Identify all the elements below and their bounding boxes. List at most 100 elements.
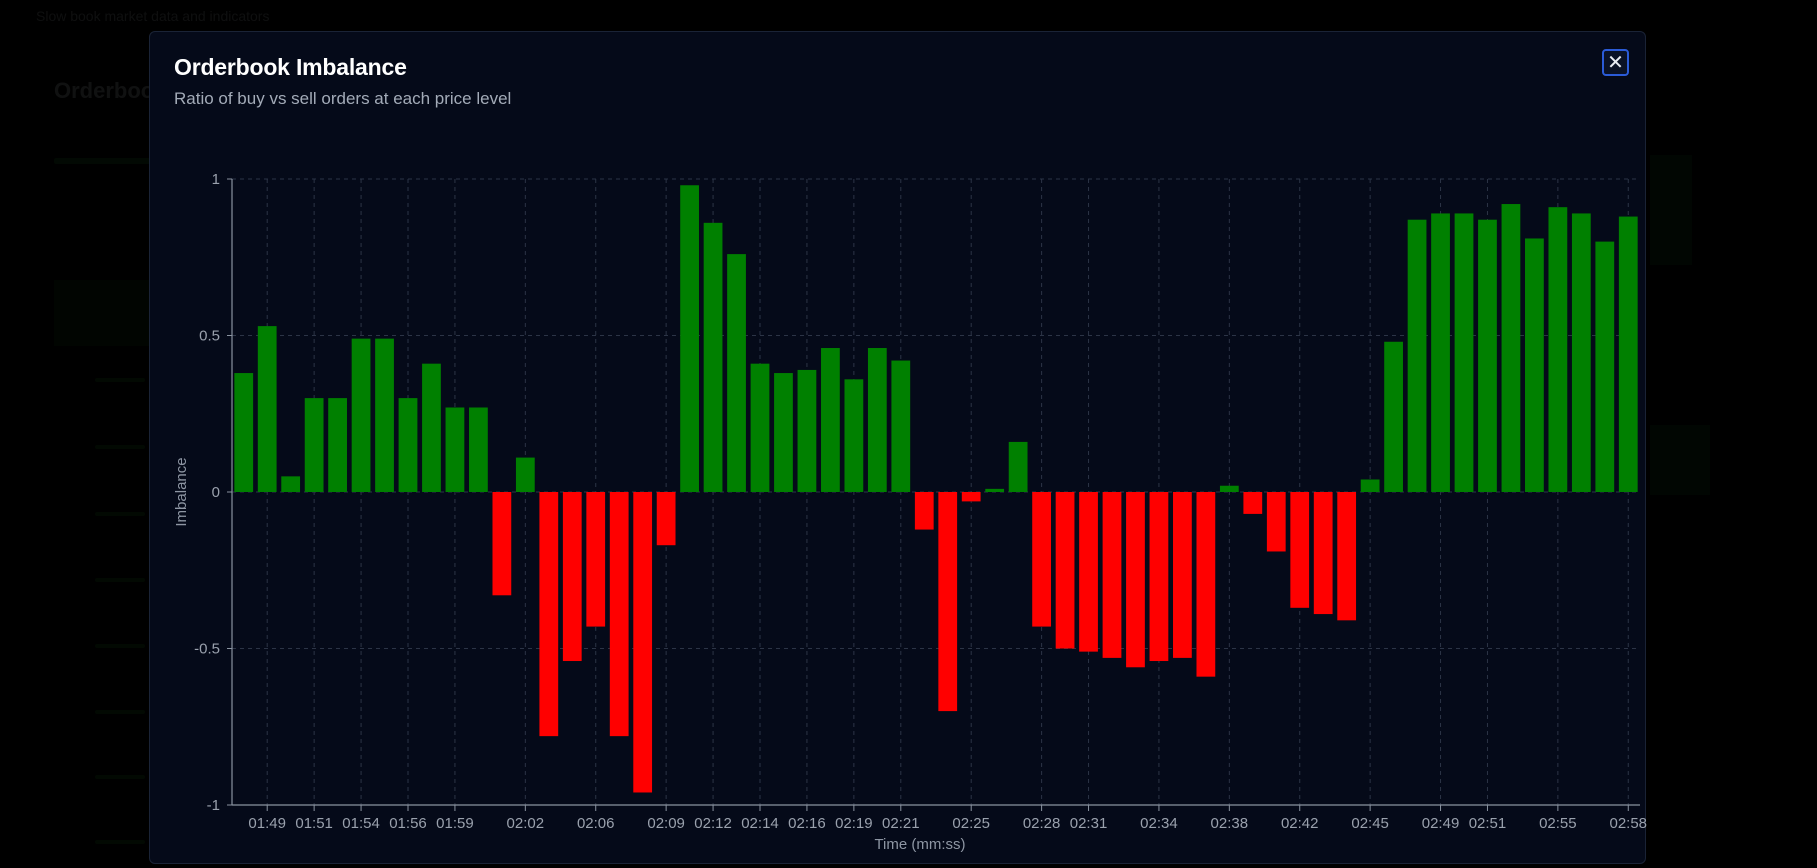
bar-negative [1032,492,1051,627]
bar-negative [656,492,676,546]
x-tick-label: 02:58 [1609,815,1647,832]
orderbook-imbalance-modal: Orderbook Imbalance Ratio of buy vs sell… [149,31,1647,864]
bar-positive [727,254,746,492]
x-tick-label: 01:49 [248,815,286,832]
bar-negative [586,492,606,627]
grid-lines [232,178,1640,806]
bar-negative [914,492,934,530]
bar-positive [1219,485,1239,492]
bar-positive [304,398,324,492]
x-tick-label: 02:16 [788,815,826,832]
bar-positive [1595,241,1615,492]
y-tick-label: 0 [212,484,220,501]
y-axis-label: Imbalance [173,457,190,526]
x-tick-label: 02:09 [647,815,685,832]
bar-negative [1196,492,1216,677]
axes: 1 0.5 0 -0.5 -1 01:49 01:51 01:54 01:56 01:59 02:0… [194,171,1647,832]
modal-title: Orderbook Imbalance [174,54,407,80]
bar-negative [633,492,653,793]
x-tick-label: 02:31 [1070,815,1108,832]
x-tick-label: 01:56 [389,815,427,832]
bar-negative [562,492,582,662]
bar-negative [938,492,958,712]
x-tick-label: 02:21 [882,815,920,832]
bar-positive [375,338,394,492]
bar-positive [234,373,254,492]
bar-negative [1173,492,1192,658]
bar-positive [445,407,465,492]
x-tick-label: 02:02 [507,815,545,832]
y-tick-label: -1 [207,797,220,814]
bar-negative [1243,492,1263,514]
bar-positive [1525,238,1544,492]
bar-positive [867,348,887,492]
x-tick-label: 02:45 [1351,815,1389,832]
bar-positive [281,476,301,492]
bar-negative [1149,492,1169,662]
modal-subtitle: Ratio of buy vs sell orders at each pric… [174,89,512,108]
x-tick-label: 02:19 [835,815,873,832]
x-tick-label: 01:54 [342,815,380,832]
bar-positive [844,379,864,492]
bar-negative [609,492,629,737]
x-tick-label: 02:14 [741,815,779,832]
x-axis-label: Time (mm:ss) [874,836,965,853]
imbalance-bar-chart: 1 0.5 0 -0.5 -1 01:49 01:51 01:54 01:56 01:59 02:0… [173,171,1647,853]
bar-negative [961,492,981,502]
bar-positive [1407,219,1427,492]
bar-positive [1431,213,1450,492]
bar-positive [328,398,347,492]
bar-negative [1313,492,1333,615]
x-tick-label: 02:12 [694,815,732,832]
y-tick-label: 1 [212,171,220,188]
x-tick-label: 02:42 [1281,815,1319,832]
x-tick-label: 02:06 [577,815,615,832]
bar-negative [492,492,512,596]
x-tick-label: 02:55 [1539,815,1577,832]
bar-positive [515,457,535,492]
bars [234,185,1638,793]
bar-negative [1079,492,1098,652]
bar-positive [469,407,488,492]
x-tick-label: 02:49 [1422,815,1460,832]
bar-positive [1501,204,1521,493]
bar-positive [1384,341,1403,492]
x-tick-label: 02:51 [1469,815,1507,832]
bar-positive [351,338,371,492]
bar-positive [891,360,911,492]
bar-positive [985,488,1005,492]
bar-positive [257,326,277,492]
bar-negative [1266,492,1286,552]
bar-positive [1478,219,1497,492]
x-tick-label: 02:34 [1140,815,1178,832]
bar-positive [821,348,840,492]
bar-positive [750,363,770,492]
x-tick-label: 02:38 [1211,815,1249,832]
bar-negative [1290,492,1310,608]
bar-positive [1548,207,1568,493]
bar-positive [398,398,418,492]
bar-negative [1102,492,1122,658]
x-tick-label: 02:25 [952,815,990,832]
bar-positive [1008,441,1028,492]
x-tick-label: 01:59 [436,815,474,832]
bar-positive [422,363,441,492]
bar-positive [703,222,723,492]
y-tick-label: 0.5 [199,328,220,345]
bar-negative [1126,492,1145,668]
bar-positive [680,185,699,492]
close-icon: ✕ [1607,50,1624,74]
bar-positive [1360,479,1380,492]
bar-negative [1055,492,1075,649]
bar-positive [797,369,817,492]
bar-positive [1618,216,1638,492]
bar-positive [1571,213,1591,492]
bar-positive [774,373,793,492]
x-tick-label: 02:28 [1023,815,1061,832]
bar-negative [539,492,559,737]
bar-negative [1337,492,1357,621]
y-tick-label: -0.5 [194,641,220,658]
x-tick-label: 01:51 [295,815,333,832]
bar-positive [1454,213,1474,492]
close-button[interactable]: ✕ [1602,49,1629,76]
